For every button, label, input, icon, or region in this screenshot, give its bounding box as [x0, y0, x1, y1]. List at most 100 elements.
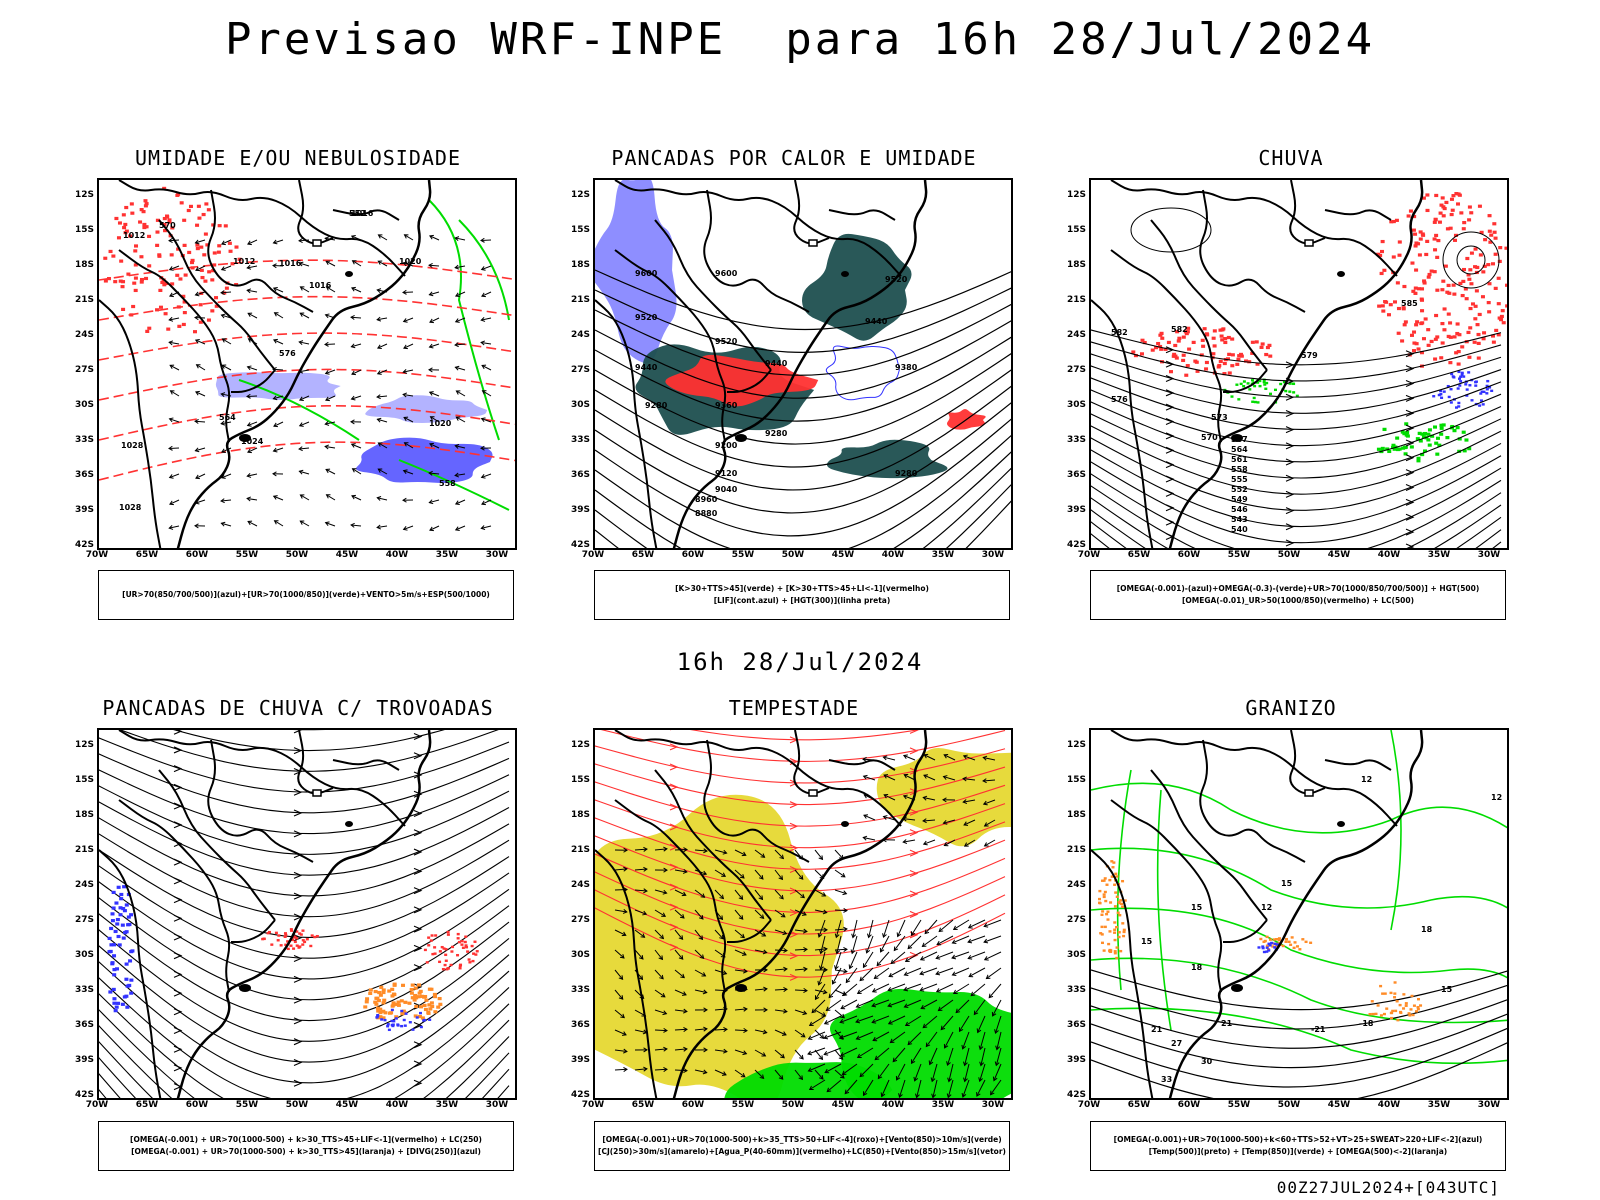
wind-vector-head — [682, 869, 688, 874]
wind-vector — [774, 929, 787, 935]
speckle — [147, 234, 152, 239]
wind-vector — [940, 1015, 954, 1030]
speckle — [438, 960, 442, 964]
speckle — [1402, 993, 1406, 996]
speckle — [1102, 893, 1106, 896]
speckle — [395, 1002, 400, 1006]
wind-vector — [826, 1079, 842, 1092]
speckle — [292, 936, 296, 939]
wind-vector — [874, 967, 890, 979]
speckle — [1259, 937, 1263, 941]
longitude-tick-label: 45W — [1327, 550, 1351, 560]
speckle — [1457, 437, 1462, 441]
wind-vector-head — [839, 1018, 845, 1024]
speckle — [400, 1012, 405, 1016]
speckle — [111, 987, 116, 992]
speckle — [1177, 336, 1182, 340]
wind-vector — [936, 983, 954, 993]
speckle — [109, 943, 114, 947]
border-line — [1110, 249, 1223, 443]
wind-vector-head — [913, 1076, 919, 1082]
speckle — [1158, 333, 1163, 337]
speckle — [1191, 340, 1196, 345]
speckle — [1175, 330, 1180, 334]
border-line — [595, 849, 658, 1098]
speckle — [1459, 380, 1463, 383]
contour-label: 21 — [1221, 1019, 1233, 1028]
speckle — [1115, 946, 1119, 949]
wind-vector — [634, 1068, 647, 1071]
speckle — [1416, 1006, 1420, 1009]
latitude-tick-label: 24S — [1066, 330, 1086, 340]
speckle — [1429, 339, 1434, 344]
streamline-arrow — [1405, 380, 1415, 388]
streamline-arrow — [1405, 469, 1415, 477]
contour-label: 9520 — [635, 313, 658, 322]
speckle — [1242, 385, 1246, 388]
speckle — [1402, 432, 1407, 436]
convective-area — [826, 439, 948, 479]
speckle — [1254, 340, 1259, 344]
wind-vector — [995, 1015, 1002, 1034]
speckle — [426, 1010, 431, 1014]
speckle — [383, 1018, 387, 1022]
wind-vector-head — [798, 1075, 804, 1081]
speckle — [1414, 241, 1419, 245]
speckle — [1449, 387, 1453, 391]
speckle — [1418, 237, 1423, 241]
longitude-tick-label: 45W — [831, 550, 855, 560]
speckle — [1448, 226, 1453, 230]
speckle — [475, 950, 479, 953]
speckle — [126, 923, 131, 927]
wind-vector — [351, 343, 362, 348]
speckle — [1172, 352, 1177, 356]
speckle — [1103, 877, 1107, 880]
streamline-arrow — [909, 829, 919, 837]
wind-vector-head — [350, 395, 356, 401]
speckle — [125, 1005, 130, 1009]
streamline-arrow — [293, 975, 303, 983]
speckle — [128, 959, 133, 963]
speckle — [1268, 392, 1272, 396]
wind-vector — [614, 1049, 627, 1053]
border-line — [614, 249, 727, 443]
contour-label: 21 — [1151, 1025, 1163, 1034]
contour-label: 1024 — [241, 437, 264, 446]
speckle — [1442, 328, 1447, 332]
speckle — [122, 885, 127, 889]
wind-vector — [808, 1063, 826, 1072]
streamline — [1091, 353, 1502, 398]
wind-vector-head — [246, 365, 252, 371]
speckle — [1412, 341, 1417, 345]
border-line — [1223, 369, 1268, 393]
speckle — [392, 982, 397, 986]
speckle — [1469, 211, 1474, 215]
speckle — [1435, 288, 1440, 292]
wind-vector-head — [937, 1006, 943, 1012]
speckle — [224, 286, 229, 290]
wind-vector — [481, 525, 492, 529]
speckle — [1265, 381, 1269, 385]
wind-vector — [299, 395, 310, 401]
wind-vector — [299, 470, 310, 475]
wind-vector — [654, 1048, 667, 1051]
speckle — [1416, 456, 1421, 460]
contour-label: 1028 — [119, 503, 142, 512]
wind-vector-head — [882, 755, 888, 761]
wind-vector — [979, 1031, 986, 1050]
speckle — [1186, 326, 1191, 330]
speckle — [157, 254, 162, 258]
contour-label: 9600 — [635, 269, 658, 278]
border-line — [1324, 759, 1392, 771]
speckle — [183, 273, 188, 277]
longitude-tick-label: 30W — [981, 1100, 1005, 1110]
speckle — [1267, 949, 1271, 952]
wind-vector — [195, 473, 206, 479]
speckle — [416, 995, 421, 999]
streamline-arrow — [173, 765, 183, 773]
wind-vector-head — [967, 955, 973, 960]
wind-vector-head — [762, 1029, 768, 1035]
speckle — [122, 909, 127, 913]
wind-vector — [963, 799, 976, 803]
wind-vector-head — [947, 1077, 953, 1083]
